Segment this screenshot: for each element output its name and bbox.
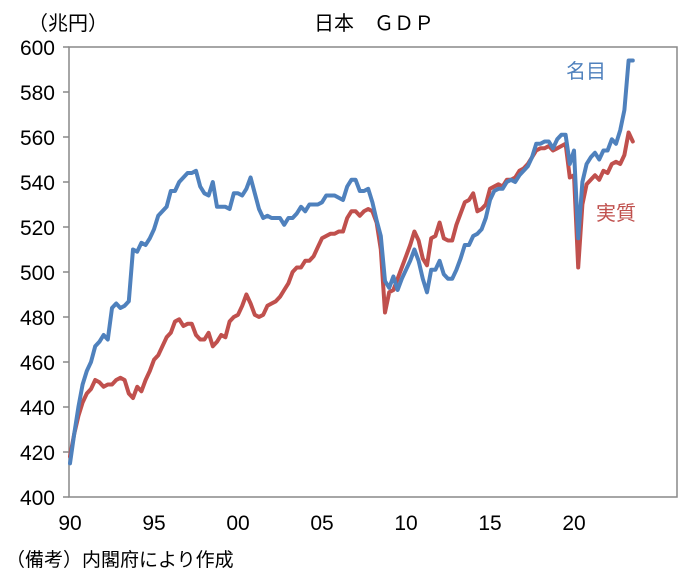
x-tick-label: 10 bbox=[394, 512, 417, 535]
y-axis-unit-label: （兆円） bbox=[28, 12, 108, 35]
series-lines bbox=[68, 58, 635, 466]
series-line-nominal bbox=[68, 58, 635, 466]
y-axis: 400 420 440 460 480 500 520 540 560 580 600 bbox=[20, 37, 69, 510]
y-tick-label: 460 bbox=[20, 352, 55, 375]
x-tick-label: 20 bbox=[562, 512, 585, 535]
y-tick-label: 500 bbox=[20, 262, 55, 285]
y-tick-label: 480 bbox=[20, 307, 55, 330]
y-tick-label: 420 bbox=[20, 442, 55, 465]
y-tick-label: 520 bbox=[20, 217, 55, 240]
x-tick-label: 00 bbox=[226, 512, 249, 535]
x-tick-label: 15 bbox=[478, 512, 501, 535]
series-label-nominal: 名目 bbox=[566, 60, 606, 83]
x-tick-label: 05 bbox=[310, 512, 333, 535]
y-tick-label: 440 bbox=[20, 397, 55, 420]
y-tick-label: 400 bbox=[20, 487, 55, 510]
x-axis: 90 95 00 05 10 15 20 bbox=[58, 512, 585, 535]
series-line-real bbox=[68, 130, 635, 459]
x-tick-label: 95 bbox=[142, 512, 165, 535]
y-tick-label: 600 bbox=[20, 37, 55, 60]
chart-title: 日本 ＧＤＰ bbox=[314, 12, 434, 35]
series-label-real: 実質 bbox=[596, 202, 636, 225]
plot-area-frame bbox=[68, 46, 678, 498]
y-tick-label: 560 bbox=[20, 127, 55, 150]
x-tick-label: 90 bbox=[58, 512, 81, 535]
y-tick-label: 580 bbox=[20, 82, 55, 105]
y-tick-label: 540 bbox=[20, 172, 55, 195]
source-note: （備考）内閣府により作成 bbox=[6, 549, 234, 571]
